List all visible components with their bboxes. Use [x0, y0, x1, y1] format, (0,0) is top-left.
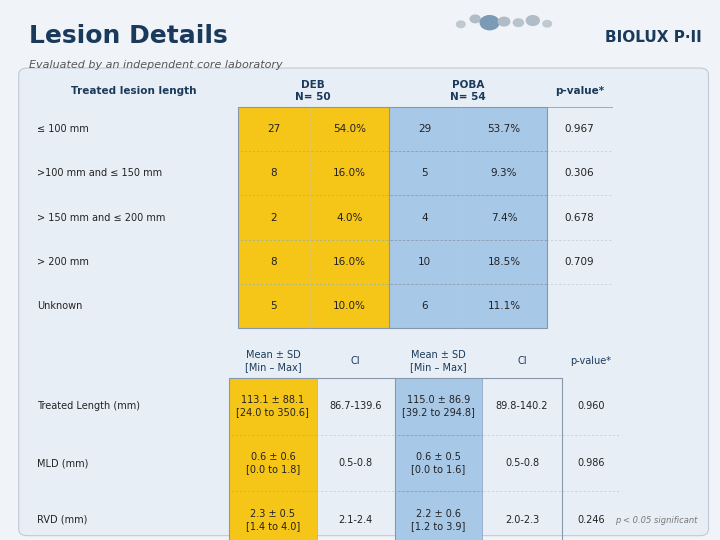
FancyBboxPatch shape — [229, 378, 317, 435]
FancyBboxPatch shape — [389, 195, 547, 240]
Text: 10: 10 — [418, 257, 431, 267]
FancyBboxPatch shape — [395, 378, 482, 435]
Text: 54.0%: 54.0% — [333, 124, 366, 134]
Text: 0.986: 0.986 — [577, 458, 605, 468]
Text: RVD (mm): RVD (mm) — [37, 515, 87, 525]
Text: Evaluated by an independent core laboratory: Evaluated by an independent core laborat… — [29, 60, 282, 71]
Text: 29: 29 — [418, 124, 431, 134]
Circle shape — [480, 16, 499, 30]
Circle shape — [498, 17, 510, 26]
Text: 113.1 ± 88.1
[24.0 to 350.6]: 113.1 ± 88.1 [24.0 to 350.6] — [236, 395, 310, 417]
Text: Mean ± SD
[Min – Max]: Mean ± SD [Min – Max] — [410, 349, 467, 372]
Text: > 200 mm: > 200 mm — [37, 257, 89, 267]
Text: 0.960: 0.960 — [577, 401, 605, 411]
Text: Unknown: Unknown — [37, 301, 82, 311]
Circle shape — [513, 19, 523, 26]
Text: p-value*: p-value* — [571, 356, 611, 366]
Text: 53.7%: 53.7% — [487, 124, 521, 134]
Text: 0.5-0.8: 0.5-0.8 — [505, 458, 539, 468]
FancyBboxPatch shape — [389, 240, 547, 284]
Text: 4: 4 — [421, 213, 428, 222]
Text: Treated Length (mm): Treated Length (mm) — [37, 401, 140, 411]
Text: 10.0%: 10.0% — [333, 301, 366, 311]
Text: 2: 2 — [270, 213, 277, 222]
Text: 0.709: 0.709 — [564, 257, 595, 267]
Text: 6: 6 — [421, 301, 428, 311]
Text: DEB
N= 50: DEB N= 50 — [295, 79, 331, 102]
Text: 8: 8 — [270, 257, 277, 267]
FancyBboxPatch shape — [229, 435, 317, 491]
Text: 2.1-2.4: 2.1-2.4 — [338, 515, 373, 525]
FancyBboxPatch shape — [238, 195, 389, 240]
Text: CI: CI — [517, 356, 527, 366]
Text: 2.3 ± 0.5
[1.4 to 4.0]: 2.3 ± 0.5 [1.4 to 4.0] — [246, 509, 300, 531]
Text: MLD (mm): MLD (mm) — [37, 458, 88, 468]
Text: 0.6 ± 0.5
[0.0 to 1.6]: 0.6 ± 0.5 [0.0 to 1.6] — [411, 452, 466, 474]
Text: 7.4%: 7.4% — [491, 213, 517, 222]
FancyBboxPatch shape — [389, 107, 547, 151]
Text: p < 0.05 significant: p < 0.05 significant — [615, 516, 697, 525]
Text: p-value*: p-value* — [555, 86, 604, 96]
Circle shape — [456, 21, 465, 28]
Text: 0.246: 0.246 — [577, 515, 605, 525]
Circle shape — [543, 21, 552, 27]
Text: 0.306: 0.306 — [564, 168, 595, 178]
Text: 8: 8 — [270, 168, 277, 178]
FancyBboxPatch shape — [19, 68, 708, 536]
Text: 2.0-2.3: 2.0-2.3 — [505, 515, 539, 525]
Text: 16.0%: 16.0% — [333, 168, 366, 178]
Text: 0.6 ± 0.6
[0.0 to 1.8]: 0.6 ± 0.6 [0.0 to 1.8] — [246, 452, 300, 474]
Text: CI: CI — [351, 356, 361, 366]
Text: > 150 mm and ≤ 200 mm: > 150 mm and ≤ 200 mm — [37, 213, 165, 222]
Text: Mean ± SD
[Min – Max]: Mean ± SD [Min – Max] — [245, 349, 301, 372]
FancyBboxPatch shape — [238, 107, 389, 151]
Text: BIOLUX P·II: BIOLUX P·II — [606, 30, 702, 45]
Text: >100 mm and ≤ 150 mm: >100 mm and ≤ 150 mm — [37, 168, 162, 178]
Text: 89.8-140.2: 89.8-140.2 — [496, 401, 548, 411]
Text: 27: 27 — [267, 124, 280, 134]
Text: Treated lesion length: Treated lesion length — [71, 86, 197, 96]
FancyBboxPatch shape — [238, 284, 389, 328]
Circle shape — [526, 16, 539, 25]
Text: 0.678: 0.678 — [564, 213, 595, 222]
FancyBboxPatch shape — [238, 240, 389, 284]
Text: 115.0 ± 86.9
[39.2 to 294.8]: 115.0 ± 86.9 [39.2 to 294.8] — [402, 395, 475, 417]
Text: 4.0%: 4.0% — [336, 213, 362, 222]
Text: 0.967: 0.967 — [564, 124, 595, 134]
Text: 2.2 ± 0.6
[1.2 to 3.9]: 2.2 ± 0.6 [1.2 to 3.9] — [411, 509, 466, 531]
Text: 11.1%: 11.1% — [487, 301, 521, 311]
Text: 5: 5 — [270, 301, 277, 311]
Text: POBA
N= 54: POBA N= 54 — [450, 79, 486, 102]
FancyBboxPatch shape — [238, 151, 389, 195]
Text: 0.5-0.8: 0.5-0.8 — [338, 458, 373, 468]
FancyBboxPatch shape — [395, 491, 482, 540]
FancyBboxPatch shape — [395, 435, 482, 491]
FancyBboxPatch shape — [389, 284, 547, 328]
Text: ≤ 100 mm: ≤ 100 mm — [37, 124, 89, 134]
Text: 86.7-139.6: 86.7-139.6 — [330, 401, 382, 411]
FancyBboxPatch shape — [229, 491, 317, 540]
Text: 9.3%: 9.3% — [491, 168, 517, 178]
Text: 16.0%: 16.0% — [333, 257, 366, 267]
Text: 18.5%: 18.5% — [487, 257, 521, 267]
FancyBboxPatch shape — [389, 151, 547, 195]
Text: 5: 5 — [421, 168, 428, 178]
Circle shape — [470, 15, 480, 23]
Text: Lesion Details: Lesion Details — [29, 24, 228, 48]
